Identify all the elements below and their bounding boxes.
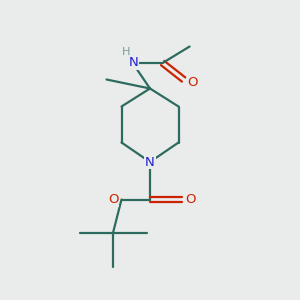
Text: O: O	[185, 193, 196, 206]
Text: N: N	[145, 155, 155, 169]
Text: N: N	[128, 56, 138, 70]
Text: H: H	[122, 46, 130, 57]
Text: O: O	[187, 76, 198, 89]
Text: O: O	[108, 193, 118, 206]
